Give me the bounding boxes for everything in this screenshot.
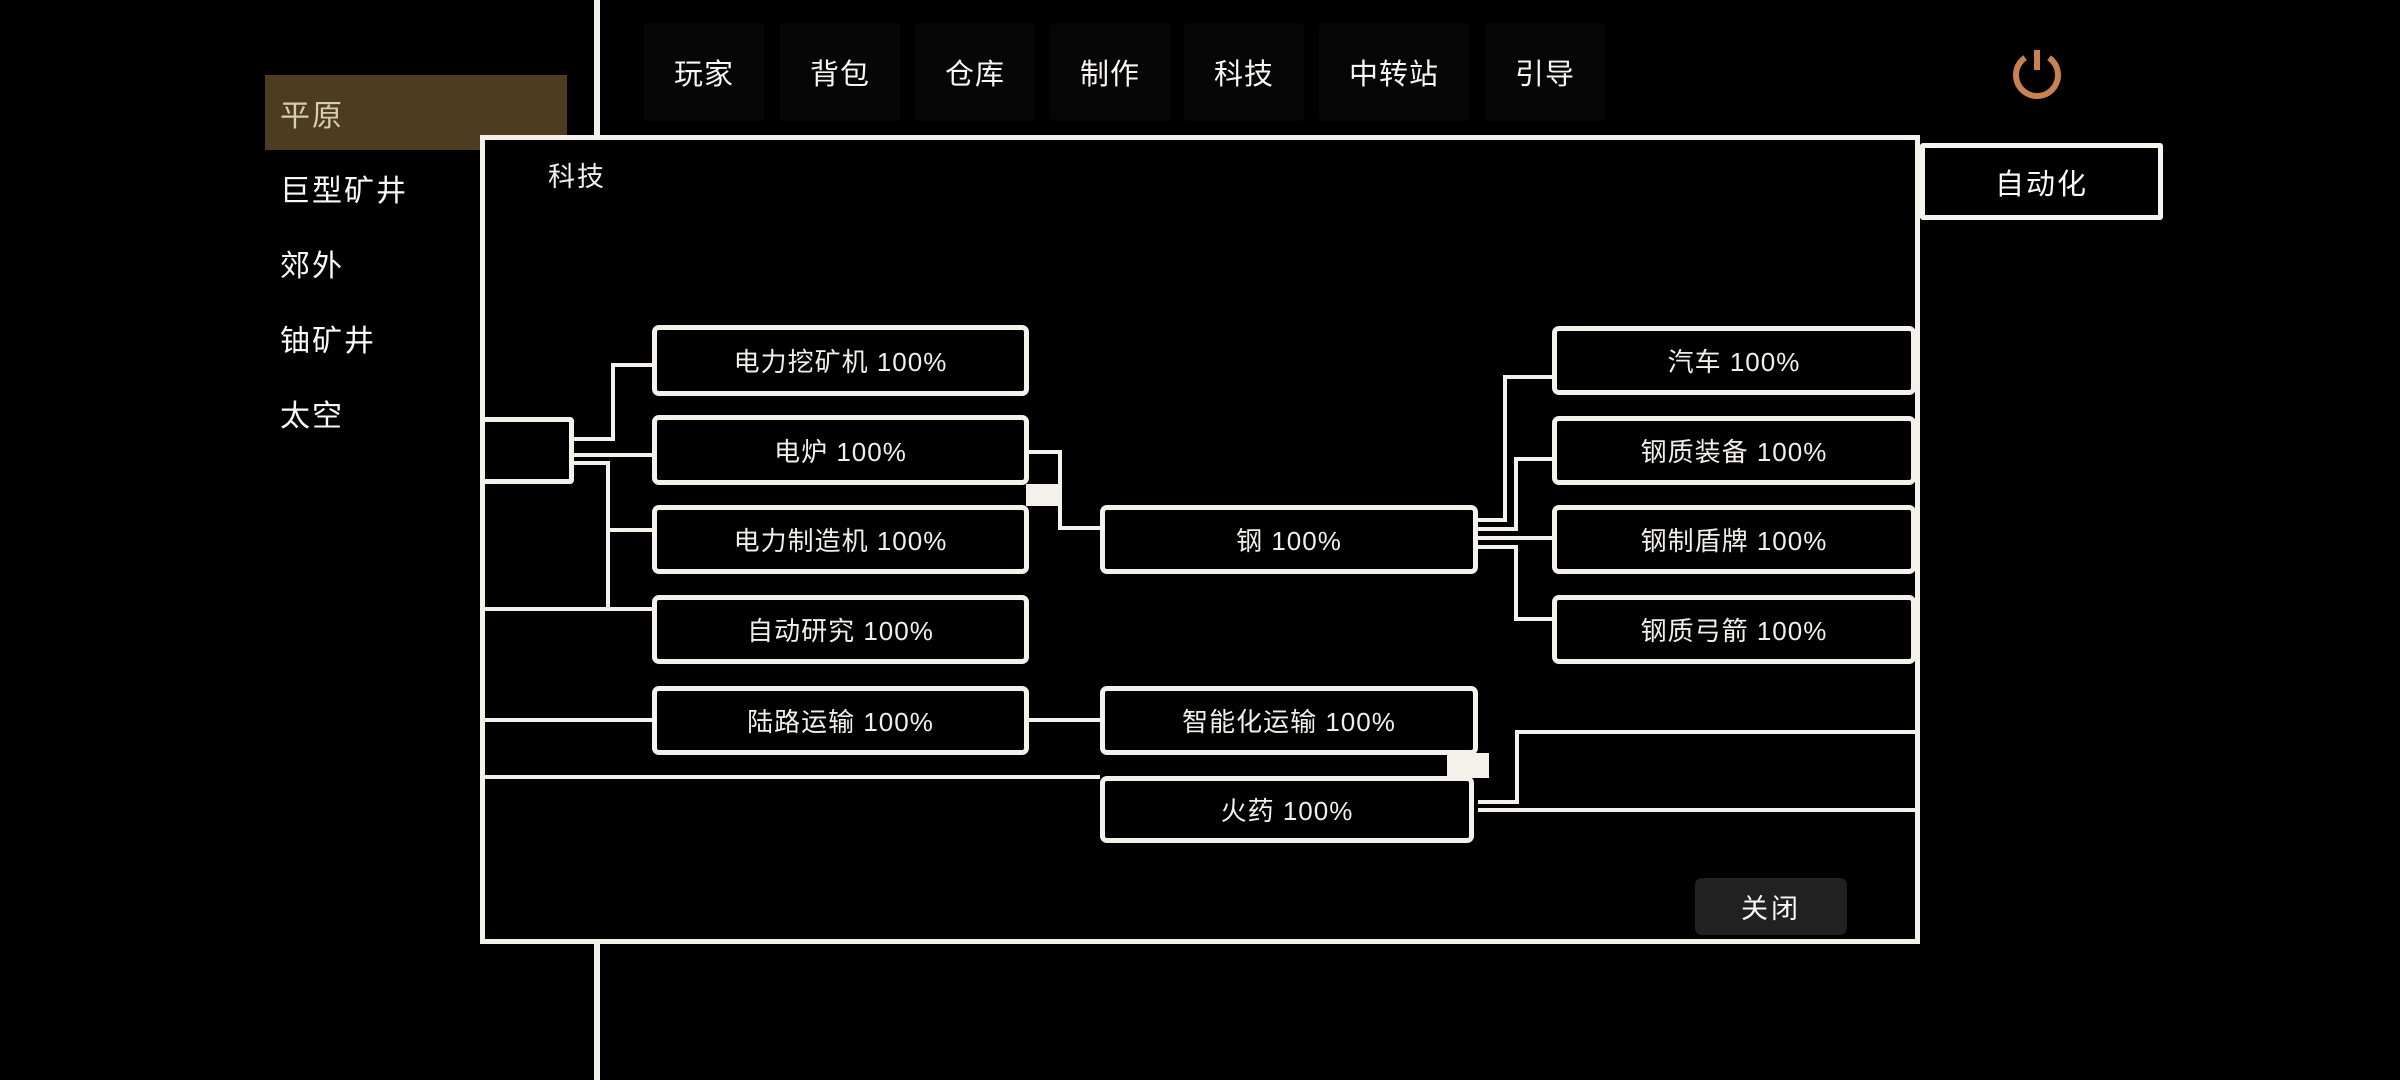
sidebar-item-label: 巨型矿井 xyxy=(280,174,408,208)
tech-node-car[interactable]: 汽车 100% xyxy=(1552,326,1916,395)
tree-connector xyxy=(611,363,652,367)
tree-connector xyxy=(1514,545,1518,621)
automation-button[interactable]: 自动化 xyxy=(1920,143,2163,220)
tech-node-electric-manufacturer[interactable]: 电力制造机 100% xyxy=(652,505,1029,574)
close-button[interactable]: 关闭 xyxy=(1695,878,1847,935)
tree-connector xyxy=(1515,730,1915,734)
tech-node-steel-equipment[interactable]: 钢质装备 100% xyxy=(1552,416,1916,485)
tech-node-electric-furnace[interactable]: 电炉 100% xyxy=(652,415,1029,485)
sidebar-item-space[interactable]: 太空 xyxy=(265,375,567,450)
tech-node-gunpowder[interactable]: 火药 100% xyxy=(1100,776,1474,843)
tech-node-label: 火药 100% xyxy=(1220,796,1354,826)
tab-transit[interactable]: 中转站 xyxy=(1319,23,1469,121)
tree-connector xyxy=(1478,808,1915,812)
tech-node-label: 钢质弓箭 100% xyxy=(1640,616,1828,646)
sidebar-item-suburbs[interactable]: 郊外 xyxy=(265,225,567,300)
tree-connector xyxy=(1029,718,1100,722)
tab-craft[interactable]: 制作 xyxy=(1050,23,1170,121)
tech-node-label: 陆路运输 100% xyxy=(747,707,934,737)
power-button[interactable] xyxy=(2008,42,2066,109)
tab-backpack[interactable]: 背包 xyxy=(780,23,900,121)
sidebar-item-label: 铀矿井 xyxy=(280,324,376,358)
tree-connector xyxy=(574,461,610,465)
tab-tech[interactable]: 科技 xyxy=(1184,23,1304,121)
tree-connector xyxy=(574,437,615,441)
tree-connector xyxy=(1478,545,1518,549)
tech-node-steel-shield[interactable]: 钢制盾牌 100% xyxy=(1552,505,1916,574)
tech-node-electric-miner[interactable]: 电力挖矿机 100% xyxy=(652,325,1029,396)
tech-node-partial[interactable] xyxy=(480,417,574,484)
tech-node-steel[interactable]: 钢 100% xyxy=(1100,505,1478,574)
tech-node-label: 电炉 100% xyxy=(774,436,907,467)
tech-node-label: 钢 100% xyxy=(1236,526,1342,556)
tree-connector xyxy=(611,363,615,441)
power-icon xyxy=(2013,50,2061,99)
tech-node-label: 电力挖矿机 100% xyxy=(733,347,948,377)
sidebar-item-uranium-mine[interactable]: 铀矿井 xyxy=(265,300,567,375)
tree-connector xyxy=(606,461,610,611)
sidebar-item-label: 太空 xyxy=(280,399,344,433)
tech-node-label: 电力制造机 100% xyxy=(733,526,948,556)
sidebar-item-giant-mine[interactable]: 巨型矿井 xyxy=(265,150,567,225)
tech-node-label: 汽车 100% xyxy=(1667,347,1801,377)
tree-connector xyxy=(1029,450,1062,454)
tech-node-label: 自动研究 100% xyxy=(747,616,934,646)
tree-connector-junction xyxy=(1026,484,1062,506)
tab-warehouse[interactable]: 仓库 xyxy=(915,23,1035,121)
tech-node-label: 钢质装备 100% xyxy=(1640,437,1828,467)
tree-connector xyxy=(1514,457,1552,461)
tech-node-land-transport[interactable]: 陆路运输 100% xyxy=(652,686,1029,755)
tab-guide[interactable]: 引导 xyxy=(1485,23,1605,121)
tree-connector xyxy=(1514,457,1518,531)
tree-connector xyxy=(1478,527,1518,531)
tech-node-label: 智能化运输 100% xyxy=(1182,707,1396,737)
tree-connector xyxy=(1058,526,1100,530)
tab-player[interactable]: 玩家 xyxy=(644,23,764,121)
tech-node-smart-transport[interactable]: 智能化运输 100% xyxy=(1100,686,1478,755)
tree-connector xyxy=(574,453,652,457)
tree-connector-junction xyxy=(1447,753,1489,778)
tech-panel-title: 科技 xyxy=(548,162,606,192)
tree-connector xyxy=(1503,375,1552,379)
tech-node-label: 钢制盾牌 100% xyxy=(1640,526,1828,556)
tree-connector xyxy=(480,718,652,722)
tree-connector xyxy=(1514,617,1552,621)
sidebar-item-label: 郊外 xyxy=(280,249,344,283)
tech-node-steel-bow[interactable]: 钢质弓箭 100% xyxy=(1552,595,1916,664)
sidebar-item-label: 平原 xyxy=(280,99,344,133)
tree-connector xyxy=(1515,730,1519,804)
tree-connector xyxy=(480,607,652,611)
tree-connector xyxy=(606,528,652,532)
tree-connector xyxy=(1478,536,1552,540)
tree-connector xyxy=(1478,518,1507,522)
tree-connector xyxy=(480,775,1100,779)
tree-connector xyxy=(1503,375,1507,522)
tech-node-auto-research[interactable]: 自动研究 100% xyxy=(652,595,1029,664)
tree-connector xyxy=(1478,800,1519,804)
